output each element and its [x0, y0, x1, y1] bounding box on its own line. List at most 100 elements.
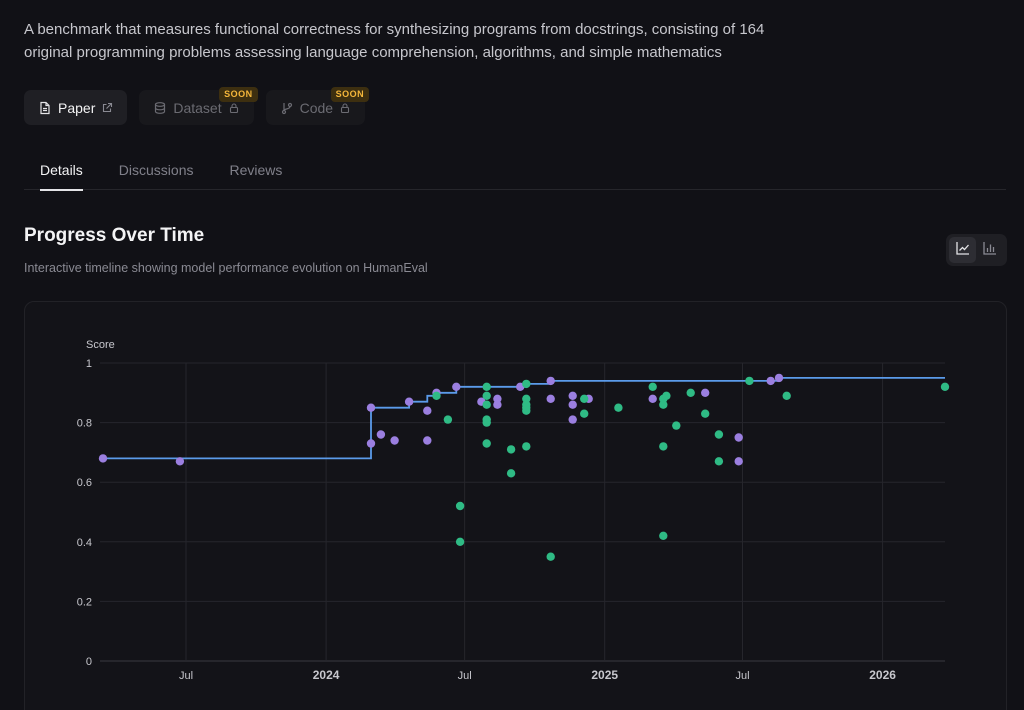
bar-view-button[interactable]: [976, 237, 1003, 263]
green-data-point: [482, 418, 491, 427]
progress-chart-card: 0 0.2 0.4 0.6 0.8 1 Jul 2024 Jul 2025 Jul 2026 Sco…: [24, 301, 1007, 710]
line-view-button[interactable]: [949, 237, 976, 263]
tab-details[interactable]: Details: [24, 150, 99, 191]
y-tick-label: 0.4: [77, 537, 92, 549]
green-data-point: [432, 391, 441, 400]
green-data-point: [701, 409, 710, 418]
x-tick-label: 2024: [313, 668, 340, 682]
y-axis-label: Score: [86, 339, 115, 351]
purple-data-point: [546, 394, 555, 403]
green-data-point: [506, 445, 516, 454]
green-data-point: [662, 391, 671, 400]
purple-data-point: [376, 430, 386, 439]
soon-badge: SOON: [330, 87, 370, 102]
database-icon: [153, 101, 167, 115]
code-button-label: Code: [299, 99, 334, 116]
purple-data-point: [701, 388, 710, 397]
tab-bar: Details Discussions Reviews: [24, 150, 1006, 191]
lock-icon: [228, 102, 240, 114]
purple-data-point: [404, 397, 414, 406]
section-subtitle: Interactive timeline showing model perfo…: [24, 261, 428, 275]
chart-view-toggle: [946, 234, 1007, 266]
green-data-point: [443, 415, 453, 424]
purple-data-point: [734, 457, 743, 466]
purple-data-point: [734, 433, 743, 442]
x-tick-label: 2025: [591, 668, 618, 682]
paper-button-label: Paper: [58, 99, 96, 116]
dataset-button[interactable]: Dataset SOON: [139, 87, 258, 125]
green-data-point: [455, 501, 465, 511]
y-tick-label: 0: [86, 656, 92, 668]
line-chart-icon: [955, 240, 971, 261]
green-data-point: [580, 394, 589, 403]
x-tick-label: Jul: [458, 670, 472, 682]
green-data-point: [455, 537, 465, 546]
green-data-point: [546, 552, 555, 561]
purple-data-point: [423, 436, 432, 445]
green-data-point: [659, 400, 668, 409]
green-data-point: [686, 388, 695, 397]
green-data-point: [522, 394, 531, 403]
green-data-point: [482, 400, 491, 409]
green-data-point: [506, 469, 516, 478]
purple-data-point: [175, 457, 185, 466]
green-data-point: [482, 382, 491, 391]
green-data-point: [482, 439, 491, 448]
green-data-point: [940, 382, 950, 391]
soon-badge: SOON: [219, 87, 258, 102]
green-data-point: [522, 379, 531, 389]
green-data-point: [714, 430, 724, 439]
green-data-point: [659, 531, 668, 540]
benchmark-description: A benchmark that measures functional cor…: [24, 21, 765, 61]
purple-data-point: [452, 382, 461, 391]
git-branch-icon: [280, 101, 294, 115]
x-tick-label: 2026: [869, 668, 896, 682]
purple-data-point: [568, 400, 577, 409]
purple-data-point: [648, 394, 657, 403]
green-data-point: [522, 442, 531, 451]
green-data-point: [522, 406, 531, 415]
green-data-point: [614, 403, 623, 412]
x-axis: Jul 2024 Jul 2025 Jul 2026: [179, 668, 896, 682]
external-link-icon: [101, 102, 113, 114]
purple-data-point: [98, 454, 108, 463]
section-title: Progress Over Time: [24, 225, 205, 246]
purple-data-point: [568, 391, 577, 400]
resource-buttons: Paper Dataset SOON Code SOON: [24, 87, 370, 125]
green-data-point: [648, 382, 657, 391]
y-tick-label: 0.6: [77, 477, 92, 489]
bar-chart-icon: [982, 240, 998, 261]
y-tick-label: 0.2: [77, 596, 92, 608]
green-data-point: [659, 442, 668, 451]
dataset-button-label: Dataset: [173, 99, 222, 116]
green-data-point: [714, 457, 724, 466]
green-data-point: [482, 391, 491, 400]
green-data-point: [672, 421, 681, 430]
purple-data-point: [423, 406, 432, 415]
chart-grid: [100, 362, 945, 662]
x-tick-label: Jul: [179, 670, 193, 682]
y-tick-label: 1: [86, 358, 92, 370]
purple-data-point: [366, 439, 376, 448]
y-tick-label: 0.8: [77, 418, 92, 430]
purple-data-point: [546, 376, 555, 386]
green-data-point: [745, 376, 754, 386]
tab-discussions[interactable]: Discussions: [118, 162, 194, 178]
paper-button[interactable]: Paper: [24, 90, 128, 125]
progress-chart[interactable]: 0 0.2 0.4 0.6 0.8 1 Jul 2024 Jul 2025 Jul 2026 Sco…: [25, 302, 1006, 710]
purple-data-point: [766, 376, 775, 386]
tab-reviews[interactable]: Reviews: [229, 162, 283, 178]
lock-icon: [339, 102, 351, 114]
code-button[interactable]: Code SOON: [265, 87, 370, 125]
y-axis: 0 0.2 0.4 0.6 0.8 1: [77, 358, 92, 668]
purple-data-point: [366, 403, 376, 412]
purple-data-point: [568, 415, 577, 424]
data-points: [98, 373, 950, 561]
purple-data-point: [493, 394, 502, 403]
purple-data-point: [390, 436, 399, 445]
green-data-point: [580, 409, 589, 418]
frontier-line: [103, 377, 945, 460]
purple-data-point: [493, 400, 502, 409]
frontier-line-path: [103, 377, 945, 460]
document-icon: [38, 101, 52, 115]
